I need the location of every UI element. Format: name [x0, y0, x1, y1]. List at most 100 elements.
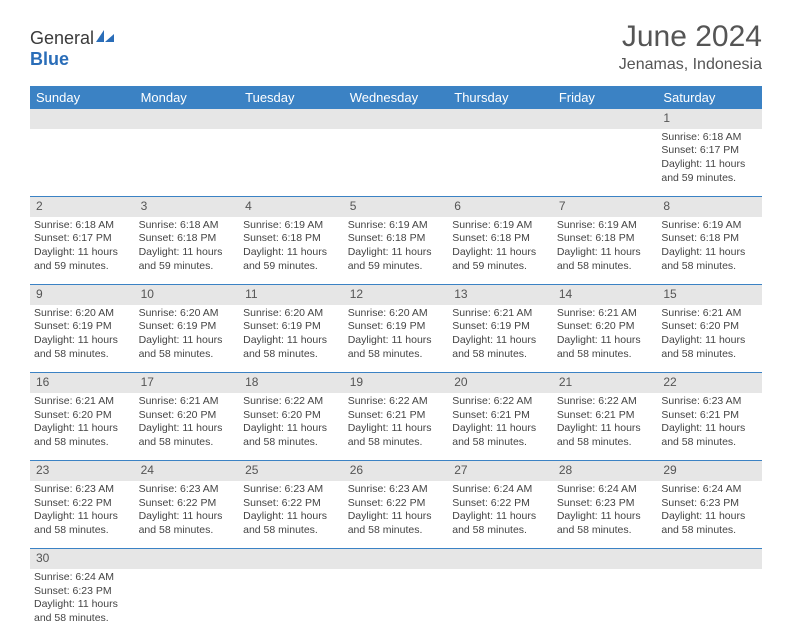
day-cell: [135, 569, 240, 637]
weekday-header: Friday: [553, 86, 658, 109]
day-cell: Sunrise: 6:20 AMSunset: 6:19 PMDaylight:…: [135, 305, 240, 373]
day-number: 8: [657, 197, 762, 217]
daylight-line: Daylight: 11 hours and 58 minutes.: [139, 422, 236, 449]
day-number: [344, 549, 449, 569]
day-cell: Sunrise: 6:23 AMSunset: 6:22 PMDaylight:…: [239, 481, 344, 549]
day-cell: [448, 129, 553, 197]
sunrise-line: Sunrise: 6:24 AM: [557, 483, 654, 497]
sunset-line: Sunset: 6:17 PM: [661, 144, 758, 158]
day-number: 22: [657, 373, 762, 393]
day-cell: Sunrise: 6:19 AMSunset: 6:18 PMDaylight:…: [553, 217, 658, 285]
day-number: 30: [30, 549, 135, 569]
day-number: 14: [553, 285, 658, 305]
weekday-header: Thursday: [448, 86, 553, 109]
day-cell: [448, 569, 553, 637]
sunrise-line: Sunrise: 6:18 AM: [139, 219, 236, 233]
daylight-line: Daylight: 11 hours and 58 minutes.: [139, 334, 236, 361]
daylight-line: Daylight: 11 hours and 59 minutes.: [661, 158, 758, 185]
sunset-line: Sunset: 6:22 PM: [243, 497, 340, 511]
day-cell: Sunrise: 6:24 AMSunset: 6:23 PMDaylight:…: [657, 481, 762, 549]
day-cell: [553, 569, 658, 637]
sunrise-line: Sunrise: 6:23 AM: [348, 483, 445, 497]
day-number: 29: [657, 461, 762, 481]
day-number: 18: [239, 373, 344, 393]
daylight-line: Daylight: 11 hours and 58 minutes.: [452, 334, 549, 361]
day-number: 11: [239, 285, 344, 305]
day-number: 23: [30, 461, 135, 481]
day-cell: Sunrise: 6:19 AMSunset: 6:18 PMDaylight:…: [344, 217, 449, 285]
day-number: 12: [344, 285, 449, 305]
day-cell: Sunrise: 6:19 AMSunset: 6:18 PMDaylight:…: [657, 217, 762, 285]
day-number: 10: [135, 285, 240, 305]
daylight-line: Daylight: 11 hours and 58 minutes.: [243, 334, 340, 361]
day-number: 24: [135, 461, 240, 481]
daynum-row: 23242526272829: [30, 461, 762, 481]
day-number: [657, 549, 762, 569]
day-cell: Sunrise: 6:21 AMSunset: 6:20 PMDaylight:…: [30, 393, 135, 461]
sunrise-line: Sunrise: 6:22 AM: [348, 395, 445, 409]
sunrise-line: Sunrise: 6:19 AM: [348, 219, 445, 233]
header: GeneralBlue June 2024 Jenamas, Indonesia: [30, 20, 762, 74]
daylight-line: Daylight: 11 hours and 58 minutes.: [139, 510, 236, 537]
sunset-line: Sunset: 6:20 PM: [243, 409, 340, 423]
daynum-row: 1: [30, 109, 762, 129]
sunrise-line: Sunrise: 6:21 AM: [661, 307, 758, 321]
day-number: 21: [553, 373, 658, 393]
day-number: [344, 109, 449, 129]
day-number: [448, 109, 553, 129]
daylight-line: Daylight: 11 hours and 59 minutes.: [243, 246, 340, 273]
sunrise-line: Sunrise: 6:24 AM: [452, 483, 549, 497]
sunset-line: Sunset: 6:19 PM: [243, 320, 340, 334]
day-cell: Sunrise: 6:18 AMSunset: 6:17 PMDaylight:…: [30, 217, 135, 285]
daylight-line: Daylight: 11 hours and 59 minutes.: [139, 246, 236, 273]
sunset-line: Sunset: 6:18 PM: [452, 232, 549, 246]
sunrise-line: Sunrise: 6:24 AM: [661, 483, 758, 497]
day-cell: Sunrise: 6:21 AMSunset: 6:20 PMDaylight:…: [135, 393, 240, 461]
sunset-line: Sunset: 6:20 PM: [661, 320, 758, 334]
sunrise-line: Sunrise: 6:19 AM: [243, 219, 340, 233]
week-row: Sunrise: 6:23 AM Sunset: 6:22 PM Daylight:…: [30, 481, 762, 549]
sunrise-line: Sunrise: 6:24 AM: [34, 571, 131, 585]
day-cell: Sunrise: 6:22 AMSunset: 6:21 PMDaylight:…: [448, 393, 553, 461]
daylight-line: Daylight: 11 hours and 58 minutes.: [557, 422, 654, 449]
day-number: 26: [344, 461, 449, 481]
sunset-line: Sunset: 6:18 PM: [661, 232, 758, 246]
sunset-line: Sunset: 6:18 PM: [557, 232, 654, 246]
sunset-line: Sunset: 6:23 PM: [34, 585, 131, 599]
day-cell: Sunrise: 6:19 AMSunset: 6:18 PMDaylight:…: [448, 217, 553, 285]
daynum-row: 9101112131415: [30, 285, 762, 305]
day-number: [135, 549, 240, 569]
day-cell: Sunrise: 6:19 AMSunset: 6:18 PMDaylight:…: [239, 217, 344, 285]
sunset-line: Sunset: 6:20 PM: [557, 320, 654, 334]
sunrise-line: Sunrise: 6:18 AM: [661, 131, 758, 145]
day-number: 4: [239, 197, 344, 217]
sunset-line: Sunset: 6:22 PM: [452, 497, 549, 511]
daylight-line: Daylight: 11 hours and 58 minutes.: [34, 510, 131, 537]
sunset-line: Sunset: 6:19 PM: [452, 320, 549, 334]
location: Jenamas, Indonesia: [619, 56, 762, 74]
day-number: 7: [553, 197, 658, 217]
sunrise-line: Sunrise: 6:23 AM: [139, 483, 236, 497]
day-cell: Sunrise: 6:20 AMSunset: 6:19 PMDaylight:…: [30, 305, 135, 373]
sunrise-line: Sunrise: 6:20 AM: [348, 307, 445, 321]
daylight-line: Daylight: 11 hours and 58 minutes.: [34, 422, 131, 449]
day-number: 1: [657, 109, 762, 129]
day-number: 27: [448, 461, 553, 481]
day-cell: Sunrise: 6:21 AMSunset: 6:20 PMDaylight:…: [553, 305, 658, 373]
daynum-row: 16171819202122: [30, 373, 762, 393]
sunset-line: Sunset: 6:21 PM: [452, 409, 549, 423]
week-row: Sunrise: 6:24 AMSunset: 6:23 PMDaylight:…: [30, 569, 762, 637]
weekday-header: Tuesday: [239, 86, 344, 109]
sunrise-line: Sunrise: 6:21 AM: [557, 307, 654, 321]
daynum-row: 30: [30, 549, 762, 569]
day-cell: Sunrise: 6:24 AMSunset: 6:22 PMDaylight:…: [448, 481, 553, 549]
sunrise-line: Sunrise: 6:20 AM: [34, 307, 131, 321]
day-number: 28: [553, 461, 658, 481]
weekday-header: Wednesday: [344, 86, 449, 109]
day-cell: Sunrise: 6:20 AMSunset: 6:19 PMDaylight:…: [344, 305, 449, 373]
logo-text-blue: Blue: [30, 49, 69, 69]
day-cell: [553, 129, 658, 197]
day-cell: [344, 569, 449, 637]
daylight-line: Daylight: 11 hours and 58 minutes.: [557, 510, 654, 537]
daylight-line: Daylight: 11 hours and 59 minutes.: [452, 246, 549, 273]
